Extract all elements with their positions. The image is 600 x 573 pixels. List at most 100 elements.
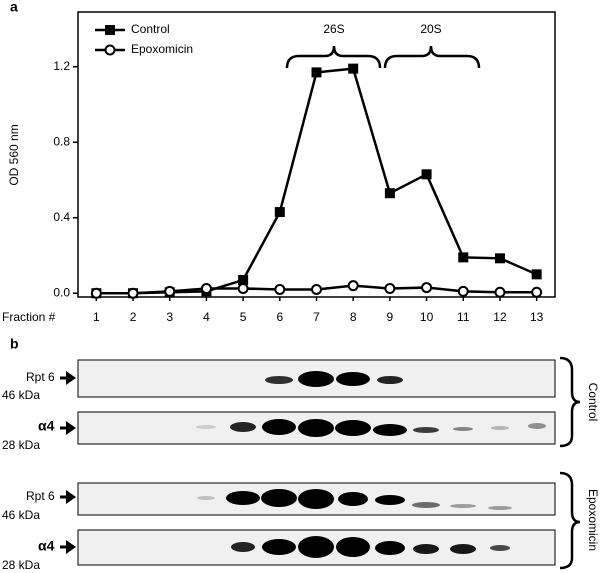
marker — [127, 287, 139, 299]
legend-label: Control — [131, 22, 170, 36]
band — [412, 502, 440, 508]
protein-label: Rpt 6 — [26, 370, 55, 384]
x-tick-label: 6 — [276, 310, 283, 324]
band — [262, 539, 296, 555]
y-axis-title: OD 560 nm — [7, 124, 21, 185]
marker — [274, 207, 285, 218]
band — [373, 424, 407, 436]
marker — [421, 169, 432, 180]
marker — [531, 269, 542, 280]
x-tick-label: 10 — [420, 310, 434, 324]
x-tick-label: 8 — [350, 310, 357, 324]
x-tick-label: 13 — [530, 310, 544, 324]
annotation: 26S — [323, 22, 344, 36]
band — [491, 426, 509, 430]
marker — [311, 283, 322, 295]
band — [336, 372, 370, 386]
marker — [237, 283, 249, 295]
band — [375, 541, 405, 555]
x-tick-label: 2 — [130, 310, 137, 324]
band — [261, 489, 297, 507]
protein-label: α4 — [38, 418, 55, 434]
group-label: Control — [586, 383, 600, 422]
y-tick-label: 0.0 — [53, 285, 70, 299]
size-label: 46 kDa — [2, 508, 40, 522]
band — [298, 536, 334, 558]
band — [298, 371, 334, 387]
brace — [383, 45, 481, 69]
band — [262, 419, 296, 435]
blot-lane-strip — [77, 359, 556, 398]
marker — [200, 283, 212, 295]
x-tick-label: 1 — [93, 310, 100, 324]
band — [377, 376, 403, 384]
size-label: 46 kDa — [2, 388, 40, 402]
marker — [457, 285, 469, 297]
panel-label: a — [10, 0, 18, 15]
band — [230, 422, 256, 432]
size-label: 28 kDa — [2, 438, 40, 452]
row-labels: Rpt 6 46 kDa α4 28 kDa Rpt 6 46 kDa α4 2… — [2, 370, 55, 572]
marker — [348, 63, 359, 74]
band — [338, 492, 368, 506]
y-tick-label: 1.2 — [53, 59, 70, 73]
legend-marker — [104, 44, 116, 56]
band — [450, 544, 476, 554]
band — [375, 495, 405, 505]
legend-marker — [105, 25, 115, 35]
band — [231, 542, 255, 552]
x-axis-title: Fraction # — [2, 310, 56, 324]
band — [490, 545, 510, 551]
marker — [347, 280, 359, 292]
x-tick-label: 5 — [240, 310, 247, 324]
marker — [384, 283, 396, 295]
size-label: 28 kDa — [2, 558, 40, 572]
bands — [196, 371, 546, 558]
band — [450, 504, 476, 508]
legend-label: Epoxomicin — [131, 42, 193, 56]
marker — [458, 252, 469, 263]
marker — [274, 283, 286, 295]
group-label: Epoxomicin — [586, 489, 600, 551]
x-tick-label: 7 — [313, 310, 320, 324]
x-tick-label: 9 — [387, 310, 394, 324]
x-tick-label: 11 — [457, 310, 470, 324]
band — [196, 425, 216, 429]
band — [335, 420, 371, 436]
marker — [384, 188, 395, 199]
marker — [311, 67, 322, 78]
band — [298, 489, 334, 509]
band — [413, 544, 439, 554]
band — [413, 427, 439, 433]
marker — [90, 287, 102, 299]
marker — [238, 275, 249, 286]
y-tick-label: 0.4 — [53, 210, 70, 224]
marker — [421, 282, 433, 294]
x-tick-label: 12 — [493, 310, 507, 324]
band — [453, 427, 473, 431]
band — [265, 376, 293, 384]
x-tick-label: 4 — [203, 310, 210, 324]
marker — [494, 286, 506, 298]
band — [298, 419, 334, 437]
x-tick-label: 3 — [166, 310, 173, 324]
arrows — [60, 371, 76, 554]
marker — [494, 253, 505, 264]
panel-label: b — [10, 336, 19, 352]
annotation: 20S — [420, 22, 441, 36]
band — [226, 491, 260, 505]
band — [336, 537, 370, 557]
band — [488, 506, 512, 510]
marker — [164, 285, 176, 297]
group-brace — [559, 356, 581, 448]
protein-label: α4 — [38, 538, 55, 554]
y-tick-label: 0.8 — [53, 134, 70, 148]
group-brace — [559, 471, 581, 570]
marker — [531, 286, 543, 298]
series-line — [96, 67, 538, 295]
band — [197, 496, 215, 500]
band — [528, 423, 546, 429]
protein-label: Rpt 6 — [26, 489, 55, 503]
brace — [285, 45, 382, 69]
